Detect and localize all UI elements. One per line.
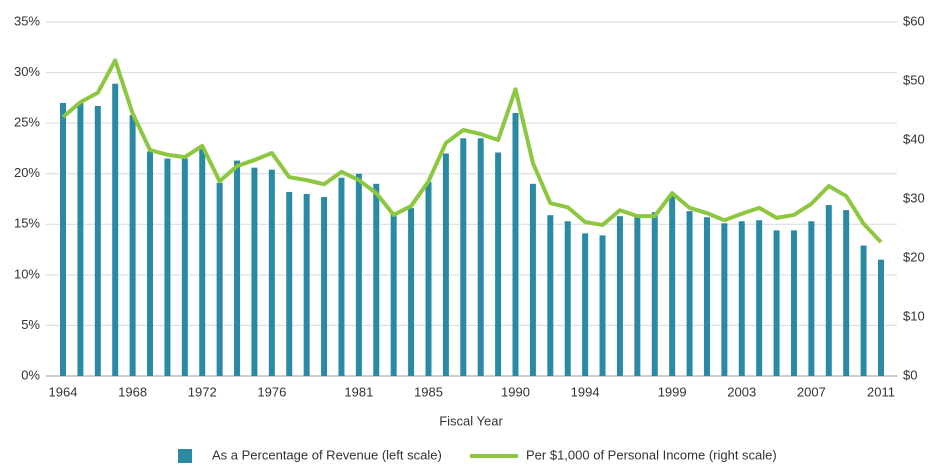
x-tick-label: 1981: [344, 384, 373, 399]
bar: [129, 115, 136, 377]
bar: [251, 167, 258, 376]
x-tick-label: 1999: [658, 384, 687, 399]
x-tick-label: 1964: [49, 384, 78, 399]
y2-tick-label: $0: [903, 367, 917, 382]
bar: [878, 259, 884, 376]
y-tick-label: 15%: [14, 216, 40, 231]
bar: [669, 195, 676, 376]
bar: [460, 138, 467, 376]
y2-tick-label: $30: [903, 190, 925, 205]
bar: [773, 230, 780, 376]
bar: [790, 230, 797, 376]
y-tick-label: 35%: [14, 13, 40, 28]
y2-tick-label: $10: [903, 308, 925, 323]
bar: [756, 220, 763, 376]
bar: [477, 138, 484, 376]
legend-label: Per $1,000 of Personal Income (right sca…: [526, 447, 777, 462]
bar: [408, 208, 415, 376]
y2-tick-label: $50: [903, 72, 925, 87]
bar: [825, 205, 832, 376]
x-tick-label: 1976: [257, 384, 286, 399]
bar: [843, 210, 850, 376]
bar: [164, 158, 171, 376]
bar: [390, 214, 397, 376]
bar: [303, 193, 310, 376]
bar: [529, 183, 536, 376]
y2-tick-label: $20: [903, 249, 925, 264]
bar: [738, 221, 745, 376]
bar: [442, 153, 449, 376]
y-tick-label: 20%: [14, 165, 40, 180]
bar: [321, 196, 328, 376]
y-tick-label: 30%: [14, 64, 40, 79]
bar: [234, 160, 241, 376]
x-tick-label: 2007: [797, 384, 826, 399]
bar: [216, 182, 223, 376]
bar: [721, 223, 728, 376]
y-tick-label: 25%: [14, 115, 40, 130]
bar: [686, 211, 693, 376]
bar: [425, 181, 432, 376]
x-tick-label: 2003: [727, 384, 756, 399]
bar: [77, 102, 84, 377]
bar: [547, 215, 554, 376]
x-axis-title: Fiscal Year: [439, 413, 503, 428]
y2-tick-label: $60: [903, 13, 925, 28]
bar: [338, 177, 345, 376]
y-tick-label: 10%: [14, 266, 40, 281]
line: [61, 58, 883, 244]
bar: [599, 235, 606, 376]
bar: [286, 191, 293, 376]
bar: [703, 217, 710, 376]
legend-swatch: [178, 449, 192, 463]
bar: [582, 233, 589, 376]
y2-tick-label: $40: [903, 131, 925, 146]
bar: [268, 169, 275, 376]
bar: [199, 148, 206, 376]
bar: [651, 212, 658, 376]
x-tick-label: 1990: [501, 384, 530, 399]
bar: [564, 221, 571, 376]
bar: [373, 183, 380, 376]
x-tick-label: 1985: [414, 384, 443, 399]
bar: [112, 83, 119, 376]
bar: [60, 102, 66, 377]
x-tick-label: 2011: [867, 384, 895, 399]
bar: [860, 245, 867, 376]
bar: [94, 105, 101, 376]
bar: [616, 216, 623, 376]
y-tick-label: 5%: [21, 317, 40, 332]
bar: [181, 158, 188, 376]
bar: [808, 221, 815, 376]
x-tick-label: 1972: [188, 384, 217, 399]
bar: [495, 152, 502, 376]
x-tick-label: 1968: [118, 384, 147, 399]
bar: [634, 217, 641, 376]
bar: [147, 151, 154, 376]
y-tick-label: 0%: [21, 367, 40, 382]
x-tick-label: 1994: [571, 384, 600, 399]
legend-label: As a Percentage of Revenue (left scale): [212, 447, 442, 462]
bar: [355, 173, 362, 376]
bar: [512, 113, 519, 377]
